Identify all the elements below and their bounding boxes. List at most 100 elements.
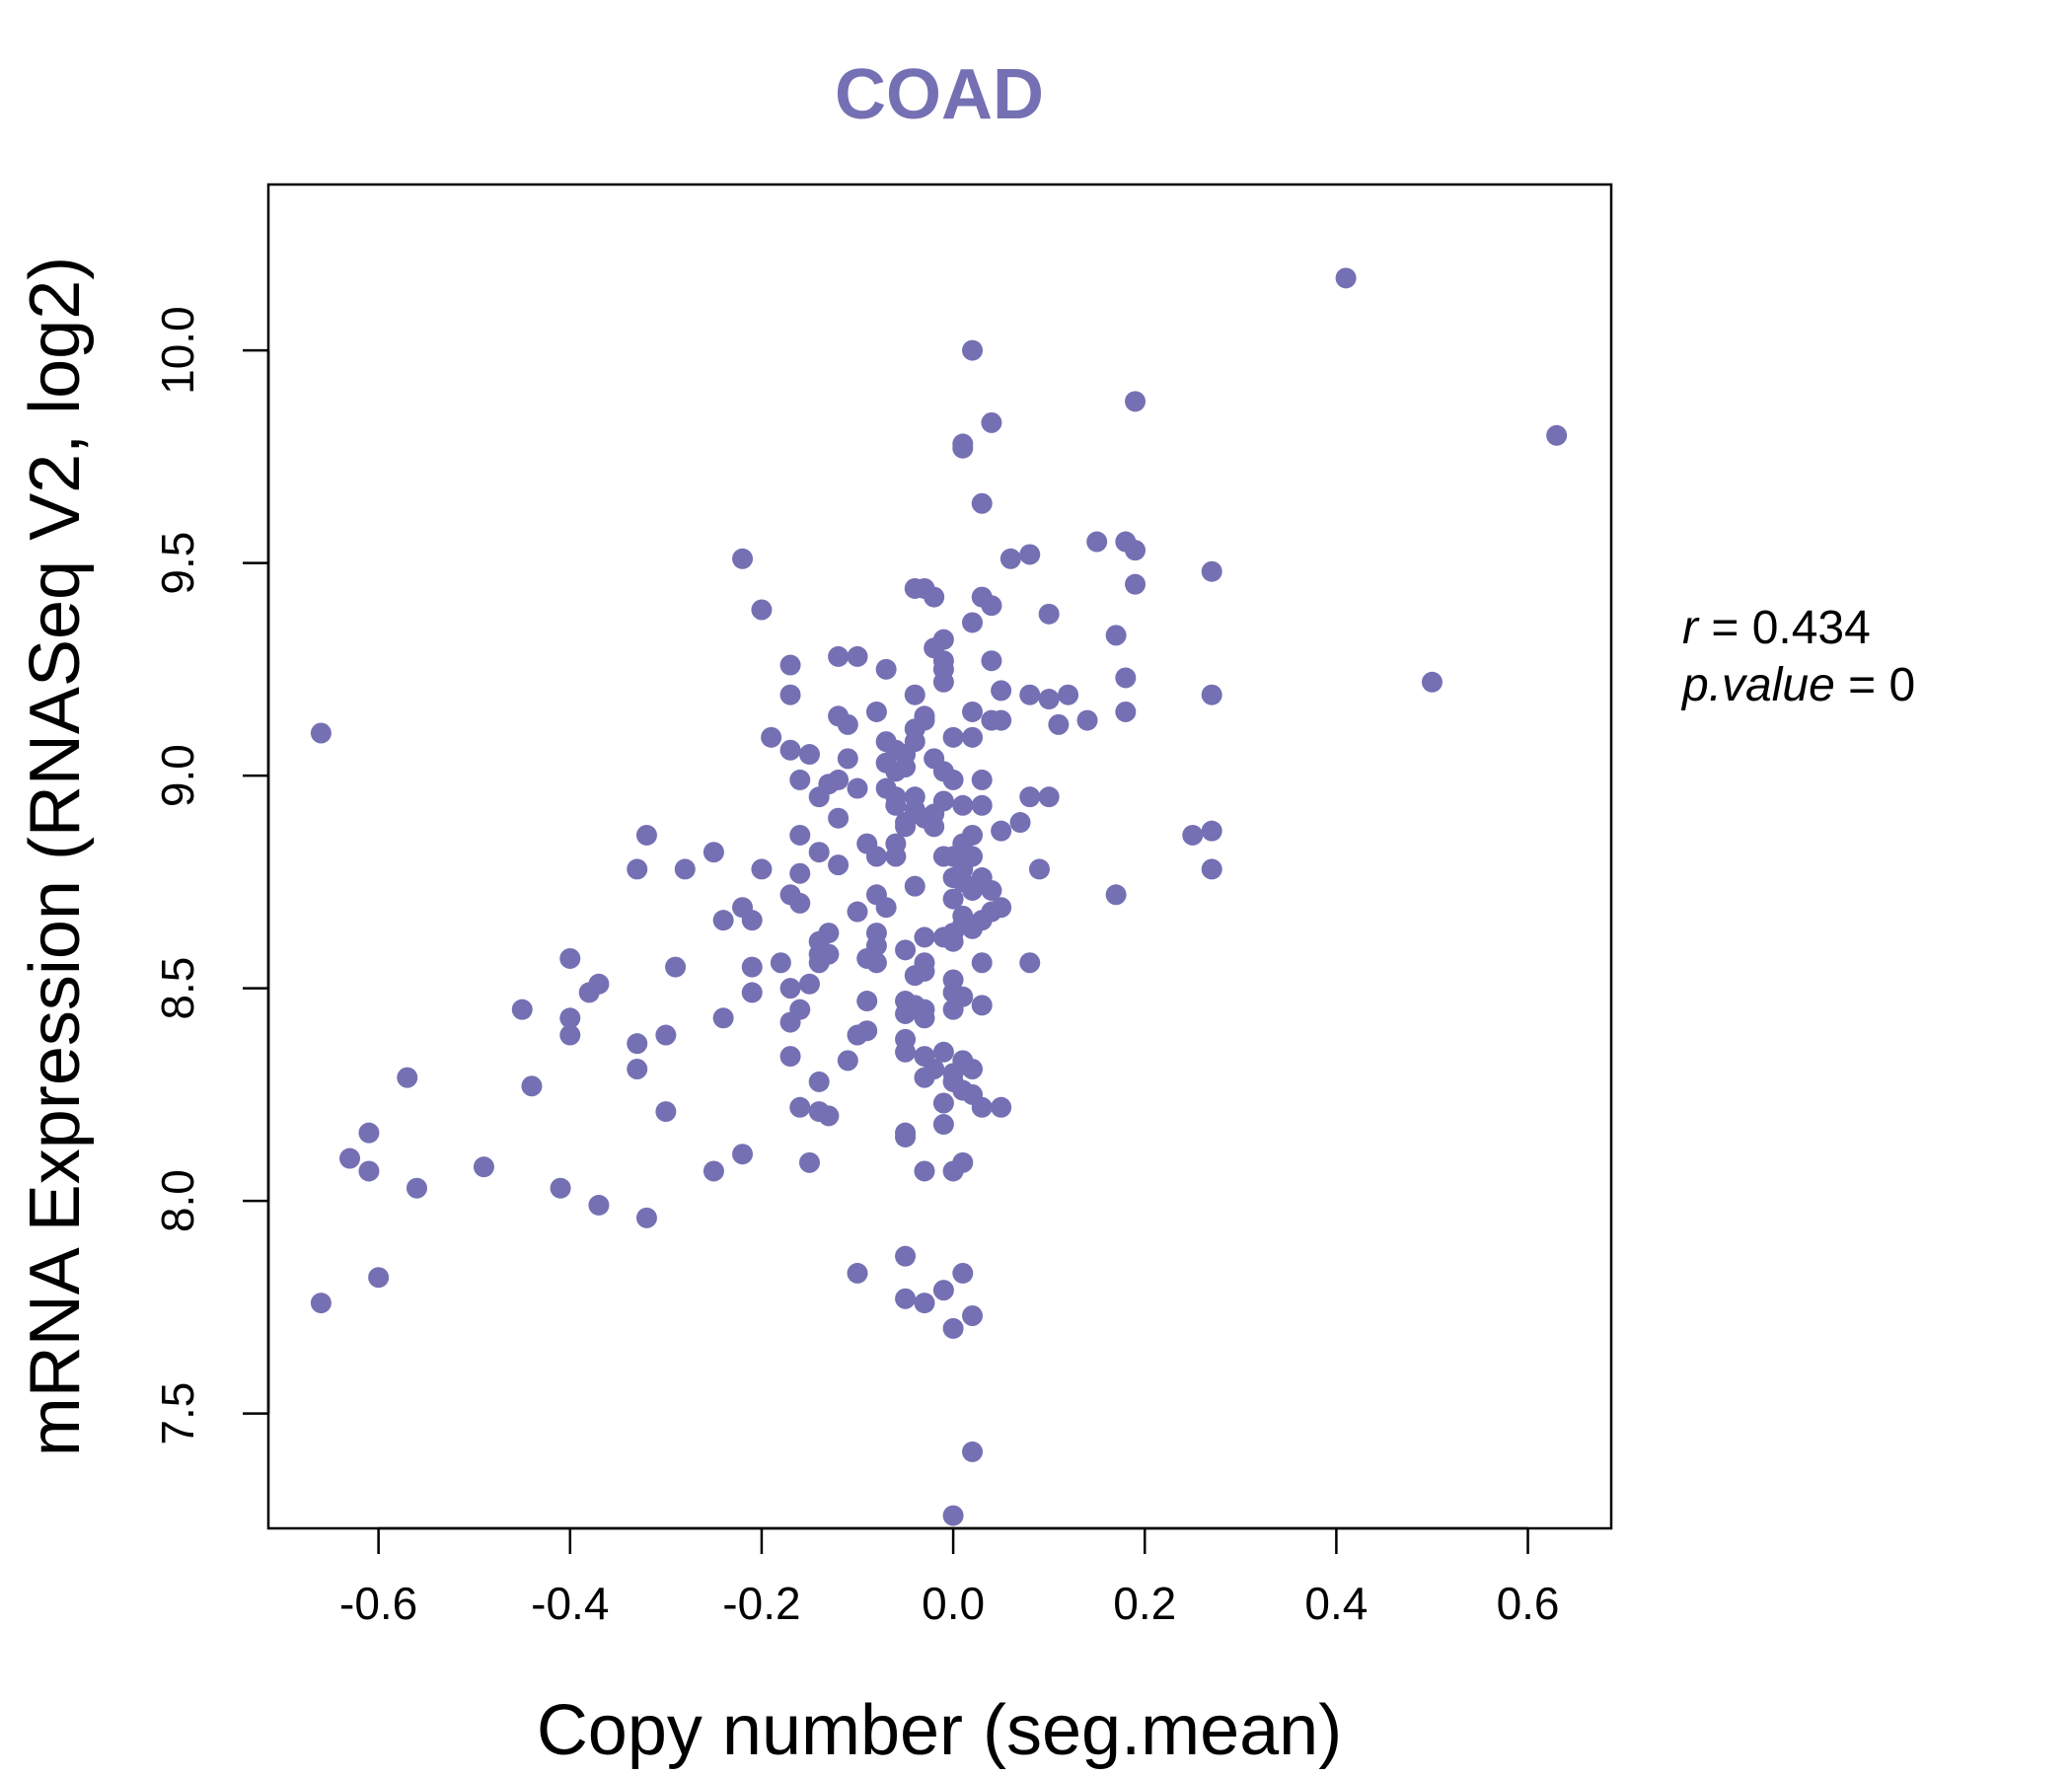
data-point (1125, 540, 1147, 561)
data-point (895, 1245, 917, 1267)
data-point (779, 1046, 801, 1068)
data-point (904, 965, 925, 987)
data-point (1086, 531, 1108, 553)
data-point (1115, 667, 1137, 689)
data-point (674, 858, 696, 880)
data-point (1076, 709, 1098, 731)
x-tick-label: 0.2 (1113, 1578, 1176, 1629)
data-point (732, 548, 754, 569)
x-tick-label: 0.6 (1497, 1578, 1560, 1629)
data-point (962, 1304, 984, 1326)
data-point (406, 1177, 427, 1199)
data-point (761, 726, 782, 748)
r-equals: = (1698, 602, 1752, 654)
data-point (798, 1151, 820, 1173)
data-point (962, 701, 984, 722)
data-point (665, 956, 687, 978)
data-point (942, 930, 964, 952)
data-point (559, 1024, 581, 1046)
data-point (789, 824, 811, 846)
data-point (828, 807, 850, 829)
p-label: p.value (1680, 659, 1835, 711)
data-point (635, 824, 657, 846)
y-tick-label: 7.5 (152, 1382, 203, 1445)
data-points (310, 267, 1568, 1526)
data-point (991, 709, 1012, 731)
data-point (962, 918, 984, 939)
chart-title: COAD (835, 55, 1044, 134)
data-point (339, 1147, 361, 1169)
data-point (847, 901, 868, 923)
data-point (789, 892, 811, 914)
data-point (991, 680, 1012, 702)
data-point (932, 1280, 954, 1301)
data-point (828, 854, 850, 876)
data-point (779, 1011, 801, 1033)
data-point (1058, 684, 1079, 705)
data-point (1019, 684, 1041, 705)
data-point (962, 1441, 984, 1462)
data-point (924, 586, 945, 608)
data-point (981, 595, 1002, 617)
data-point (914, 926, 935, 948)
data-point (962, 612, 984, 633)
data-point (1019, 544, 1041, 565)
data-point (847, 1262, 868, 1284)
data-point (310, 722, 332, 744)
data-point (627, 1059, 648, 1080)
data-point (732, 1144, 754, 1165)
y-tick-label: 8.5 (152, 957, 203, 1020)
data-point (904, 875, 925, 897)
data-point (1335, 267, 1357, 289)
y-axis: 7.5 8.0 8.5 9.0 9.5 10.0 (152, 306, 270, 1445)
data-point (895, 816, 917, 838)
data-point (751, 599, 773, 621)
data-point (770, 952, 791, 974)
data-point (914, 1293, 935, 1314)
data-point (942, 999, 964, 1020)
data-point (981, 411, 1002, 433)
p-equals: = (1835, 659, 1889, 711)
data-point (1038, 689, 1060, 710)
data-point (1125, 573, 1147, 595)
data-point (981, 650, 1002, 672)
data-point (798, 973, 820, 995)
data-point (865, 846, 887, 867)
data-point (971, 995, 993, 1016)
data-point (511, 999, 533, 1020)
data-point (1115, 701, 1137, 722)
x-tick-label: -0.6 (339, 1578, 417, 1629)
data-point (1201, 820, 1222, 842)
data-point (981, 879, 1002, 901)
data-point (837, 1050, 858, 1072)
data-point (885, 761, 907, 782)
data-point (741, 910, 763, 931)
data-point (1105, 625, 1127, 646)
data-point (847, 645, 868, 667)
data-point (1105, 884, 1127, 906)
data-point (703, 842, 724, 863)
data-point (368, 1267, 390, 1289)
r-label: r (1682, 602, 1700, 654)
data-point (942, 726, 964, 748)
data-point (971, 1096, 993, 1118)
data-point (942, 888, 964, 910)
data-point (914, 1007, 935, 1029)
data-point (962, 339, 984, 361)
data-point (847, 1024, 868, 1046)
y-tick-label: 9.0 (152, 744, 203, 807)
data-point (559, 1007, 581, 1029)
data-point (559, 947, 581, 969)
data-point (1201, 858, 1222, 880)
r-value: 0.434 (1752, 602, 1871, 654)
data-point (971, 769, 993, 790)
data-point (1201, 560, 1222, 582)
data-point (875, 897, 897, 919)
data-point (999, 548, 1021, 569)
data-point (751, 858, 773, 880)
data-point (578, 982, 600, 1003)
data-point (1421, 671, 1443, 693)
data-point (627, 858, 648, 880)
